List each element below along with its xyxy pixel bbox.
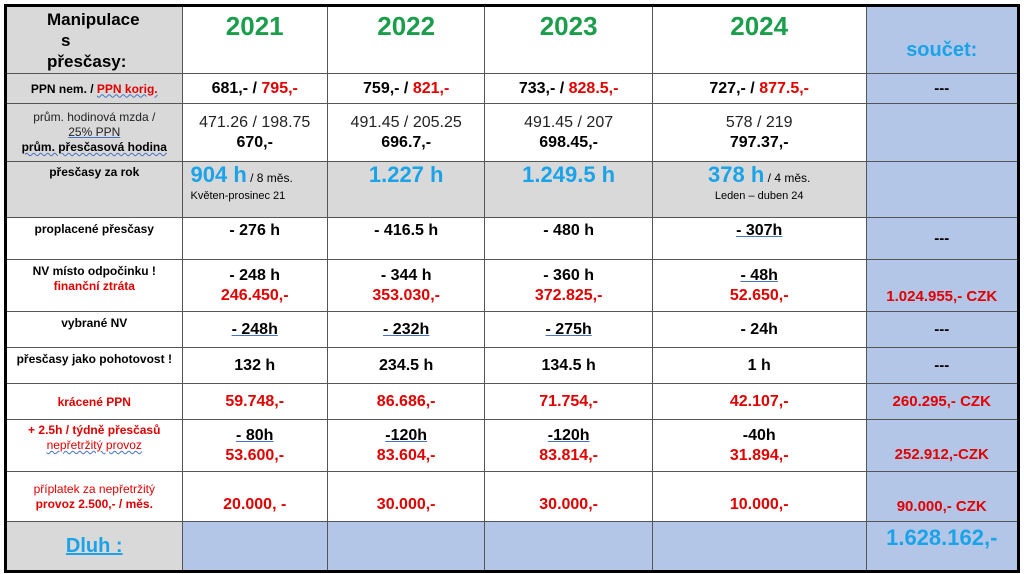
bonus-sum: 90.000,- CZK	[865, 471, 1019, 522]
chosen-cell-2022: - 232h	[326, 311, 486, 348]
cut-cell-2024: 42.107,-	[651, 383, 867, 420]
corner-title-line2: s	[61, 30, 71, 50]
corner-title-line1: Manipulace	[47, 9, 140, 29]
year-header-2021: 2021	[181, 5, 328, 74]
overtime-cell-2021: 904 h / 8 měs. Květen-prosinec 21	[181, 161, 328, 218]
weekly-sum: 252.912,-CZK	[865, 419, 1019, 472]
standby-sum: ---	[865, 347, 1019, 384]
overtime-table: Manipulace s přesčasy: 2021 2022 2023 20…	[4, 4, 1020, 573]
cut-cell-2023: 71.754,-	[484, 383, 653, 420]
row-label-nv: NV místo odpočinku ! finanční ztráta	[5, 259, 183, 312]
paid-cell-2022: - 416.5 h	[326, 217, 486, 260]
standby-cell-2023: 134.5 h	[484, 347, 653, 384]
weekly-cell-2021: - 80h 53.600,-	[181, 419, 328, 472]
chosen-cell-2021: - 248h	[181, 311, 328, 348]
wage-cell-2021: 471.26 / 198.75 670,-	[181, 103, 328, 162]
ppn-cell-2022: 759,- / 821,-	[326, 73, 486, 104]
overtime-sum	[865, 161, 1019, 218]
debt-cell-2021	[181, 521, 328, 572]
overtime-cell-2024: 378 h / 4 měs. Leden – duben 24	[651, 161, 867, 218]
ppn-cell-2023: 733,- / 828.5,-	[484, 73, 653, 104]
wage-sum	[865, 103, 1019, 162]
paid-cell-2021: - 276 h	[181, 217, 328, 260]
paid-cell-2023: - 480 h	[484, 217, 653, 260]
nv-sum: 1.024.955,- CZK	[865, 259, 1019, 312]
ppn-sum: ---	[865, 73, 1019, 104]
standby-cell-2021: 132 h	[181, 347, 328, 384]
paid-cell-2024: - 307h	[651, 217, 867, 260]
overtime-cell-2022: 1.227 h	[326, 161, 486, 218]
debt-total: 1.628.162,-	[865, 521, 1019, 572]
ppn-cell-2024: 727,- / 877.5,-	[651, 73, 867, 104]
cut-sum: 260.295,- CZK	[865, 383, 1019, 420]
row-label-ppn: PPN nem. / PPN korig.	[5, 73, 183, 104]
nv-cell-2023: - 360 h 372.825,-	[484, 259, 653, 312]
debt-cell-2023	[484, 521, 653, 572]
corner-title: Manipulace s přesčasy:	[5, 5, 183, 74]
overtime-cell-2023: 1.249.5 h	[484, 161, 653, 218]
row-label-chosen: vybrané NV	[5, 311, 183, 348]
weekly-cell-2024: -40h 31.894,-	[651, 419, 867, 472]
nv-cell-2021: - 248 h 246.450,-	[181, 259, 328, 312]
ppn-cell-2021: 681,- / 795,-	[181, 73, 328, 104]
row-label-bonus: příplatek za nepřetržitý provoz 2.500,- …	[5, 471, 183, 522]
bonus-cell-2024: 10.000,-	[651, 471, 867, 522]
cut-cell-2021: 59.748,-	[181, 383, 328, 420]
row-label-cut: krácené PPN	[5, 383, 183, 420]
debt-cell-2022	[326, 521, 486, 572]
row-label-paid: proplacené přesčasy	[5, 217, 183, 260]
year-header-2022: 2022	[326, 5, 486, 74]
row-label-weekly: + 2.5h / týdně přesčasů nepřetržitý prov…	[5, 419, 183, 472]
row-label-overtime: přesčasy za rok	[5, 161, 183, 218]
bonus-cell-2022: 30.000,-	[326, 471, 486, 522]
bonus-cell-2023: 30.000,-	[484, 471, 653, 522]
wage-cell-2022: 491.45 / 205.25 696.7,-	[326, 103, 486, 162]
row-label-wage: prům. hodinová mzda / 25% PPN prům. přes…	[5, 103, 183, 162]
debt-cell-2024	[651, 521, 867, 572]
cut-cell-2022: 86.686,-	[326, 383, 486, 420]
chosen-cell-2024: - 24h	[651, 311, 867, 348]
wage-cell-2023: 491.45 / 207 698.45,-	[484, 103, 653, 162]
chosen-cell-2023: - 275h	[484, 311, 653, 348]
bonus-cell-2021: 20.000, -	[181, 471, 328, 522]
row-label-standby: přesčasy jako pohotovost !	[5, 347, 183, 384]
corner-title-line3: přesčasy:	[47, 51, 127, 71]
paid-sum: ---	[865, 217, 1019, 260]
year-header-2024: 2024	[651, 5, 867, 74]
sum-header: součet:	[865, 5, 1019, 74]
weekly-cell-2023: -120h 83.814,-	[484, 419, 653, 472]
year-header-2023: 2023	[484, 5, 653, 74]
nv-cell-2024: - 48h 52.650,-	[651, 259, 867, 312]
standby-cell-2024: 1 h	[651, 347, 867, 384]
weekly-cell-2022: -120h 83.604,-	[326, 419, 486, 472]
row-label-debt: Dluh :	[5, 521, 183, 572]
wage-cell-2024: 578 / 219 797.37,-	[651, 103, 867, 162]
standby-cell-2022: 234.5 h	[326, 347, 486, 384]
nv-cell-2022: - 344 h 353.030,-	[326, 259, 486, 312]
chosen-sum: ---	[865, 311, 1019, 348]
